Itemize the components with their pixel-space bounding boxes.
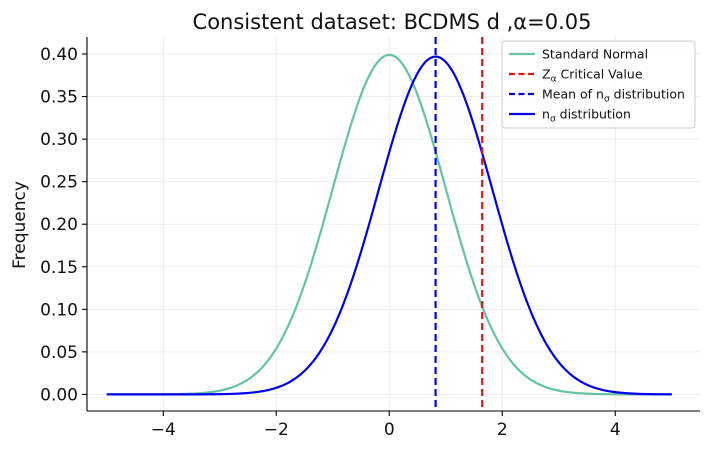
legend-label-tail: Critical Value bbox=[557, 67, 643, 82]
legend-label-main: n bbox=[542, 107, 550, 122]
standard-normal-curve bbox=[106, 53, 672, 396]
legend-label-main: Z bbox=[542, 67, 551, 82]
grid-layer bbox=[87, 37, 700, 411]
y-tick-label: 0.15 bbox=[40, 258, 78, 278]
legend-label-tail: distribution bbox=[610, 87, 685, 102]
legend-entry: Standard Normal bbox=[509, 47, 648, 62]
legend-box bbox=[501, 40, 696, 129]
x-tick-label: −2 bbox=[264, 420, 289, 440]
y-tick-label: 0.25 bbox=[40, 173, 78, 193]
y-tick-label: 0.35 bbox=[40, 88, 78, 108]
legend-label: Zα Critical Value bbox=[542, 67, 643, 85]
legend-label-tail: distribution bbox=[556, 107, 631, 122]
y-tick-label: 0.10 bbox=[40, 300, 78, 320]
legend-label-subscript: σ bbox=[604, 95, 610, 105]
chart-title: Consistent dataset: BCDMS d ,α=0.05 bbox=[193, 10, 592, 34]
x-tick-label: −4 bbox=[151, 420, 176, 440]
legend-label-subscript: σ bbox=[550, 115, 556, 125]
y-tick-label: 0.00 bbox=[40, 385, 78, 405]
y-tick-label: 0.20 bbox=[40, 215, 78, 235]
x-tick-label: 2 bbox=[497, 420, 508, 440]
legend-label: nσ distribution bbox=[542, 107, 631, 125]
legend-label: Standard Normal bbox=[542, 47, 648, 62]
legend-label-main: Mean of n bbox=[542, 87, 604, 102]
legend-entry: Mean of nσ distribution bbox=[509, 87, 685, 105]
legend-entry: Zα Critical Value bbox=[509, 67, 643, 85]
n-sigma-distribution-curve bbox=[106, 55, 672, 396]
legend-label-subscript: α bbox=[551, 75, 557, 85]
axis-layer: −4 −2 0 2 4 0.00 0.05 0.10 0.15 0.20 0.25 0.30 0.35 0… bbox=[40, 37, 700, 440]
legend-entry: nσ distribution bbox=[509, 107, 631, 125]
legend-label: Mean of nσ distribution bbox=[542, 87, 685, 105]
y-axis-label: Frequency bbox=[10, 181, 30, 269]
y-tick-label: 0.30 bbox=[40, 130, 78, 150]
legend-label-main: Standard Normal bbox=[542, 47, 648, 62]
curve-layer bbox=[106, 37, 672, 411]
y-tick-label: 0.05 bbox=[40, 343, 78, 363]
x-tick-label: 4 bbox=[610, 420, 621, 440]
y-tick-label: 0.40 bbox=[40, 45, 78, 65]
x-tick-label: 0 bbox=[384, 420, 395, 440]
legend: Standard Normal Zα Critical Value Mean of … bbox=[501, 40, 696, 129]
